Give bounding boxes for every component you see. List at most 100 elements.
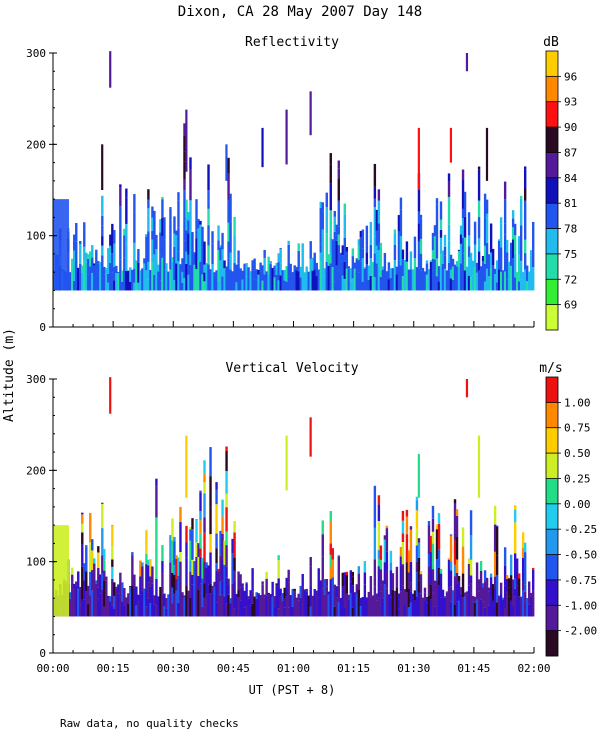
radar-gate bbox=[93, 558, 95, 563]
radar-gate bbox=[478, 169, 480, 200]
radar-gate bbox=[492, 249, 494, 265]
radar-gate bbox=[338, 201, 340, 227]
radar-gate bbox=[91, 245, 93, 257]
y-tick-label: 300 bbox=[26, 47, 46, 60]
radar-gate bbox=[468, 235, 470, 246]
radar-gate bbox=[177, 192, 179, 200]
radar-gate bbox=[322, 211, 324, 229]
radar-gate bbox=[500, 223, 502, 247]
radar-gate bbox=[141, 566, 143, 590]
colorbar-tick-label: 0.50 bbox=[564, 447, 591, 460]
radar-gate bbox=[173, 537, 175, 541]
radar-echo bbox=[310, 417, 312, 456]
radar-gate bbox=[85, 546, 87, 571]
radar-gate bbox=[386, 551, 388, 570]
radar-gate bbox=[332, 548, 334, 559]
radar-gate bbox=[161, 197, 163, 199]
colorbar-tick-label: 87 bbox=[564, 146, 577, 159]
radar-gate bbox=[195, 199, 197, 219]
radar-echo bbox=[450, 128, 452, 163]
radar-gate bbox=[269, 261, 271, 264]
radar-gate bbox=[346, 575, 348, 594]
radar-gate bbox=[440, 220, 442, 230]
radar-gate bbox=[287, 570, 289, 583]
radar-gate bbox=[133, 194, 135, 212]
radar-gate bbox=[514, 235, 516, 254]
radar-gate bbox=[105, 577, 107, 581]
radar-gate bbox=[524, 240, 526, 253]
radar-gate bbox=[111, 560, 113, 567]
radar-gate bbox=[207, 225, 209, 245]
radar-gate bbox=[119, 206, 121, 237]
radar-gate bbox=[334, 211, 336, 217]
radar-gate bbox=[233, 236, 235, 263]
radar-gate bbox=[101, 196, 103, 216]
colorbar-swatch bbox=[546, 504, 558, 530]
x-tick-label: 00:15 bbox=[97, 662, 130, 675]
radar-gate bbox=[151, 566, 153, 583]
colorbar-tick-label: 81 bbox=[564, 197, 577, 210]
radar-gate bbox=[420, 215, 422, 219]
radar-gate bbox=[462, 547, 464, 574]
radar-gate bbox=[225, 531, 227, 545]
radar-gate bbox=[448, 197, 450, 225]
radar-gate bbox=[225, 446, 227, 451]
radar-gate bbox=[444, 255, 446, 269]
radar-gate bbox=[310, 241, 312, 259]
radar-gate bbox=[233, 571, 235, 582]
radar-gate bbox=[504, 223, 506, 235]
radar-gate bbox=[344, 214, 346, 238]
radar-gate bbox=[221, 233, 223, 234]
radar-gate bbox=[438, 524, 440, 549]
radar-echo bbox=[310, 91, 312, 135]
radar-gate bbox=[113, 244, 115, 267]
radar-gate bbox=[516, 559, 518, 572]
radar-gate bbox=[436, 204, 438, 236]
colorbar-tick-label: 93 bbox=[564, 96, 577, 109]
radar-gate bbox=[207, 190, 209, 201]
radar-gate bbox=[520, 225, 522, 243]
radar-gate bbox=[203, 242, 205, 265]
radar-gate bbox=[438, 549, 440, 568]
radar-gate bbox=[155, 235, 157, 239]
radar-gate bbox=[432, 544, 434, 570]
radar-gate bbox=[83, 230, 85, 247]
radar-gate bbox=[209, 508, 211, 535]
radar-gate bbox=[362, 249, 364, 258]
radar-gate bbox=[346, 572, 348, 575]
radar-gate bbox=[436, 198, 438, 204]
radar-gate bbox=[374, 169, 376, 187]
colorbar-swatch bbox=[546, 254, 558, 280]
radar-gate bbox=[155, 571, 157, 579]
radar-gate bbox=[123, 588, 125, 595]
x-tick-label: 02:00 bbox=[517, 662, 550, 675]
radar-gate bbox=[227, 584, 229, 594]
radar-gate bbox=[199, 492, 201, 511]
radar-gate bbox=[251, 568, 253, 591]
radar-gate bbox=[362, 230, 364, 240]
radar-gate bbox=[420, 239, 422, 254]
radar-gate bbox=[169, 234, 171, 243]
radar-gate bbox=[119, 187, 121, 206]
radar-gate bbox=[410, 562, 412, 582]
reflectivity-panel: Reflectivity dB 010020030069727578818487… bbox=[26, 35, 577, 334]
radar-gate bbox=[229, 194, 231, 222]
radar-gate bbox=[81, 514, 83, 523]
radar-gate bbox=[394, 229, 396, 234]
radar-echo bbox=[109, 51, 111, 88]
radar-gate bbox=[225, 471, 227, 494]
radar-gate bbox=[456, 509, 458, 516]
radar-gate bbox=[496, 556, 498, 576]
radar-gate bbox=[101, 246, 103, 256]
radar-gate bbox=[352, 577, 354, 586]
radar-gate bbox=[85, 545, 87, 546]
radar-gate bbox=[444, 247, 446, 256]
colorbar-tick-label: 0.25 bbox=[564, 472, 591, 485]
radar-gate bbox=[450, 561, 452, 570]
radar-gate bbox=[133, 212, 135, 243]
radar-gate bbox=[370, 245, 372, 258]
radar-gate bbox=[71, 568, 73, 575]
radar-gate bbox=[209, 476, 211, 507]
radar-gate bbox=[179, 562, 181, 593]
